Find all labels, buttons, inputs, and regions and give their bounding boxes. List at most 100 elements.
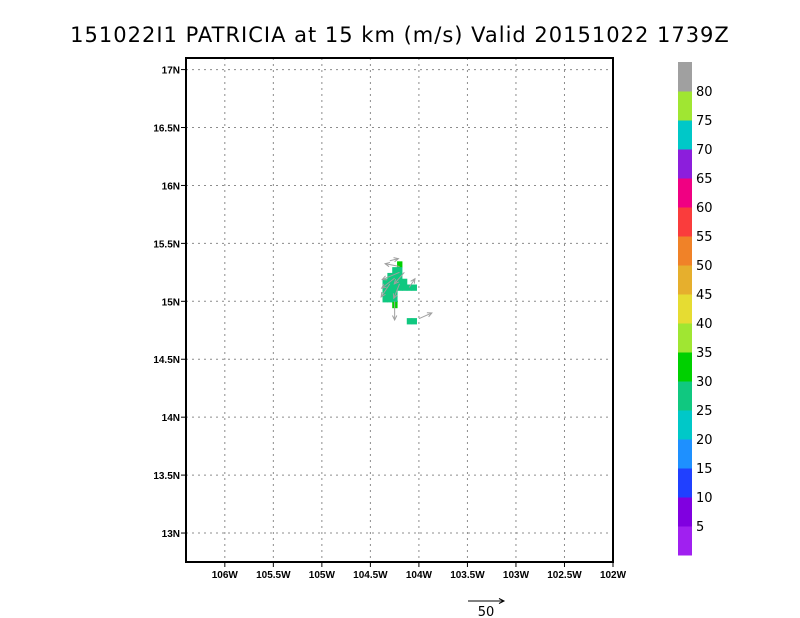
wind-speed-cell	[397, 278, 403, 286]
x-axis: 106W 105.5W 105W 104.5W 104W 103.5W 103W 102.5W…	[212, 562, 627, 581]
colorbar-segment	[678, 178, 692, 208]
wind-speed-cell	[382, 290, 388, 297]
colorbar-segment	[678, 468, 692, 498]
wind-speed-cell	[392, 267, 398, 274]
wind-speed-cell	[397, 267, 403, 274]
colorbar-segment	[678, 294, 692, 324]
colorbar-segment	[678, 149, 692, 179]
wind-vector-head	[381, 275, 388, 281]
wind-vector-head	[380, 291, 386, 298]
colorbar-segment	[678, 352, 692, 382]
wind-speed-cell	[397, 272, 403, 280]
wind-vector	[393, 283, 400, 299]
wind-vector	[381, 277, 395, 289]
wind-speed-cell	[387, 290, 393, 297]
colorbar-segment	[678, 439, 692, 469]
y-tick-label: 15.5N	[153, 239, 180, 250]
wind-speed-cell	[392, 290, 398, 297]
wind-vector-head	[380, 283, 387, 289]
wind-vector-head	[392, 293, 398, 300]
wind-speed-cell	[401, 284, 408, 291]
wind-speed-cell	[397, 284, 403, 291]
colorbar-segment	[678, 120, 692, 150]
x-tick-label: 105.5W	[256, 570, 291, 581]
wind-vector	[418, 312, 433, 320]
colorbar-label: 70	[696, 143, 713, 158]
colorbar-label: 25	[696, 404, 713, 419]
wind-speed-cell	[411, 284, 417, 291]
colorbar-label: 50	[696, 259, 713, 274]
x-tick-label: 106W	[212, 570, 239, 581]
wind-vector-head	[426, 312, 433, 318]
colorbar-label: 40	[696, 317, 713, 332]
reference-vector: 50	[468, 598, 506, 618]
colorbar-segment	[678, 207, 692, 237]
y-axis: 13N 13.5N 14N 14.5N 15N 15.5N 16N 16.5N 17N	[153, 66, 186, 540]
colorbar: 5 10 15 20 25 30 35 40 45 50 55 60 65 70 75 80	[678, 62, 713, 556]
colorbar-segment	[678, 410, 692, 440]
x-tick-label: 103W	[503, 570, 530, 581]
colorbar-label: 55	[696, 230, 713, 245]
x-tick-label: 102.5W	[547, 570, 582, 581]
wind-speed-cell	[411, 318, 417, 325]
colorbar-label: 35	[696, 346, 713, 361]
wind-speed-cell	[382, 296, 388, 303]
wind-speed-cell	[387, 284, 393, 291]
x-tick-label: 104.5W	[353, 570, 388, 581]
colorbar-segment	[678, 62, 692, 92]
x-tick-label: 103.5W	[450, 570, 485, 581]
y-tick-label: 15N	[162, 297, 180, 308]
wind-vector	[389, 258, 399, 262]
x-tick-label: 102W	[600, 570, 627, 581]
colorbar-label: 5	[696, 520, 704, 535]
y-tick-label: 14.5N	[153, 355, 180, 366]
colorbar-label: 10	[696, 491, 713, 506]
x-tick-label: 105W	[309, 570, 336, 581]
wind-vector	[385, 263, 400, 268]
reference-vector-label: 50	[478, 605, 495, 618]
colorbar-segment	[678, 526, 692, 556]
y-tick-label: 16.5N	[153, 124, 180, 135]
colorbar-label: 60	[696, 201, 713, 216]
y-tick-label: 13.5N	[153, 471, 180, 482]
wind-vector-head	[410, 277, 416, 284]
colorbar-label: 30	[696, 375, 713, 390]
wind-vector	[408, 278, 416, 288]
colorbar-segment	[678, 497, 692, 527]
colorbar-segment	[678, 265, 692, 295]
colorbar-label: 65	[696, 172, 713, 187]
wind-speed-cells	[382, 261, 417, 325]
wind-vector	[393, 272, 405, 285]
wind-vector-head	[393, 278, 400, 285]
wind-vectors	[380, 257, 433, 322]
colorbar-label: 20	[696, 433, 713, 448]
wind-vector	[382, 271, 400, 281]
reference-vector-arrowhead	[498, 598, 506, 604]
grid-lines	[186, 58, 614, 562]
wind-speed-cell	[392, 296, 398, 303]
colorbar-segment	[678, 323, 692, 353]
wind-speed-cell	[392, 284, 398, 291]
colorbar-label: 15	[696, 462, 713, 477]
wind-speed-cell	[392, 272, 398, 280]
wind-vector-head	[392, 315, 398, 322]
x-tick-label: 104W	[406, 570, 433, 581]
y-tick-label: 16N	[162, 181, 180, 192]
y-tick-label: 17N	[162, 66, 180, 77]
chart-title: 151022I1 PATRICIA at 15 km (m/s) Valid 2…	[70, 23, 730, 47]
colorbar-label: 80	[696, 85, 713, 100]
y-tick-label: 14N	[162, 413, 180, 424]
wind-speed-cell	[401, 278, 408, 286]
wind-speed-cell	[382, 278, 388, 286]
colorbar-segment	[678, 381, 692, 411]
wind-speed-cell	[387, 296, 393, 303]
wind-speed-cell	[397, 261, 403, 268]
y-tick-label: 13N	[162, 529, 180, 540]
colorbar-segment	[678, 91, 692, 121]
wind-speed-cell	[406, 284, 413, 291]
wind-speed-cell	[406, 318, 413, 325]
colorbar-segment	[678, 236, 692, 266]
wind-vector-head	[393, 257, 400, 263]
plot-frame	[185, 57, 614, 563]
